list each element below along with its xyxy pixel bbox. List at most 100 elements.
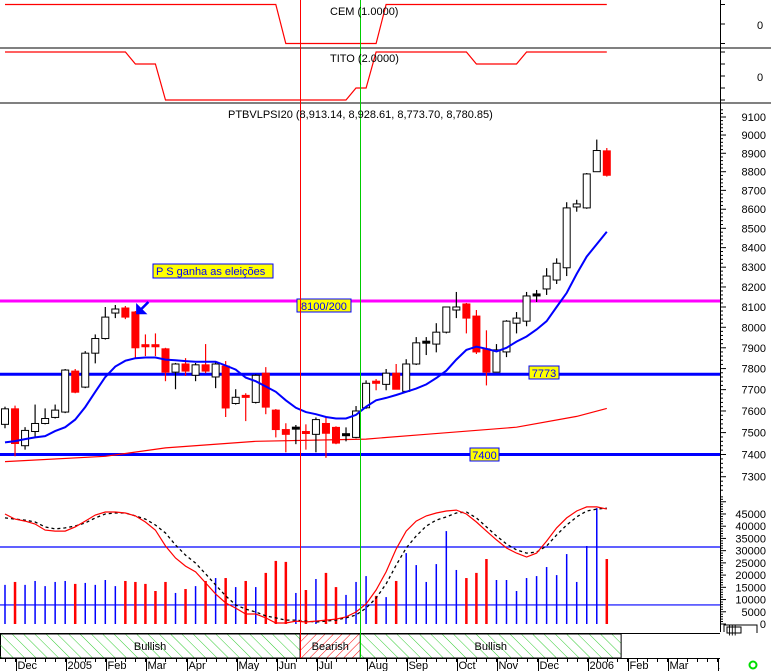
x-tick-label: Nov [499,660,519,671]
volume-tick-label: 10000 [735,595,766,607]
candle-body [151,344,160,348]
scroll-thumb-icon[interactable] [726,626,742,634]
candle-body [422,340,431,344]
price-tick-label: 7900 [742,343,766,355]
candle-body [512,317,521,324]
x-tick-label: Dec [18,660,38,671]
candle [191,362,200,382]
x-tick-label: Jul [319,660,333,671]
tito-line [5,51,607,101]
candle-body [412,342,421,365]
candle-body [482,348,491,373]
candle-body [261,372,270,408]
candle-body [221,365,230,409]
candle [301,424,310,450]
candle-body [211,363,220,378]
candle-body [392,372,401,390]
candle [482,330,491,386]
candle [402,359,411,393]
candle-body [101,316,110,340]
candle-body [301,431,310,435]
candle [141,334,150,357]
tito-tick-label: 0 [757,72,763,84]
candle [522,291,531,327]
scroll-control[interactable]: ||| [723,624,758,636]
candle [582,173,591,209]
candle [442,306,451,334]
candle-body [372,380,381,384]
candle [251,374,260,404]
candle-body [472,315,481,353]
x-tick-label: Mar [148,660,167,671]
candle-body [51,409,60,418]
candle [592,139,601,173]
candle-body [1,408,9,425]
x-tick-label: May [239,660,260,671]
price-tick-label: 8100 [742,302,766,314]
price-tick-label: 7700 [742,385,766,397]
candle-body [452,306,461,311]
candle [372,379,381,391]
candle-body [271,409,280,431]
candle-body [111,308,120,314]
candle [602,148,611,177]
x-tick-label: Feb [630,660,649,671]
price-tick-label: 7600 [742,406,766,418]
candle-body [251,374,260,403]
candle-body [281,429,290,435]
candle-body [542,275,551,290]
candle [41,408,50,425]
signal-band-label: Bearish [312,641,349,653]
x-tick-label: Apr [720,660,737,671]
candle [492,344,501,373]
candle [111,304,120,319]
price-tick-label: 8300 [742,262,766,274]
candle [1,406,9,429]
long-moving-average [4,407,607,463]
candle-body [71,370,80,393]
annotation-box [152,263,274,279]
hline-label-box [296,298,352,313]
candle [352,406,361,439]
candle [321,417,330,458]
chart-titles: CEM (1.0000) TITO (2.0000) PTBVLPSI20 (8… [228,6,493,121]
candle-body [231,396,240,404]
volume-tick-label: 5000 [742,607,766,619]
candle [452,291,461,319]
candle [552,258,561,284]
signal-band-bull [0,633,301,659]
candle-body [171,363,180,373]
candle [392,363,401,390]
candle-body [81,352,90,388]
candle-body [131,311,140,349]
cem-tick-label: 0 [757,20,763,32]
signal-vlines [300,0,361,658]
candle [161,347,170,382]
signal-band-label: Bullish [475,641,507,653]
candle [502,320,511,358]
candle-body [342,433,351,437]
volume-tick-label: 40000 [735,521,766,533]
cem-panel [5,3,607,45]
x-tick-label: Oct [459,660,476,671]
candle [311,417,320,453]
candle [231,389,240,405]
x-axis: Dec 2005 Feb Mar Apr May Jun Jul Aug Sep Oct Nov Dec… [5,659,737,671]
candle [51,404,60,419]
candle-body [31,422,40,433]
candle-body [432,331,441,345]
candle-body [572,203,581,208]
candle [221,361,230,418]
price-tick-label: 8400 [742,243,766,255]
volume-tick-label: 45000 [735,509,766,521]
candle [91,334,100,364]
candle [562,202,571,277]
price-panel: 8100/200 7773 7400 P S ganha as eleições [0,139,720,463]
volume-tick-label: 0 [760,619,766,631]
hline-label-box [528,365,560,380]
hline-label-box [469,447,500,462]
x-tick-label: Dec [540,660,560,671]
candle-body [552,262,561,281]
candle-body [141,344,150,348]
